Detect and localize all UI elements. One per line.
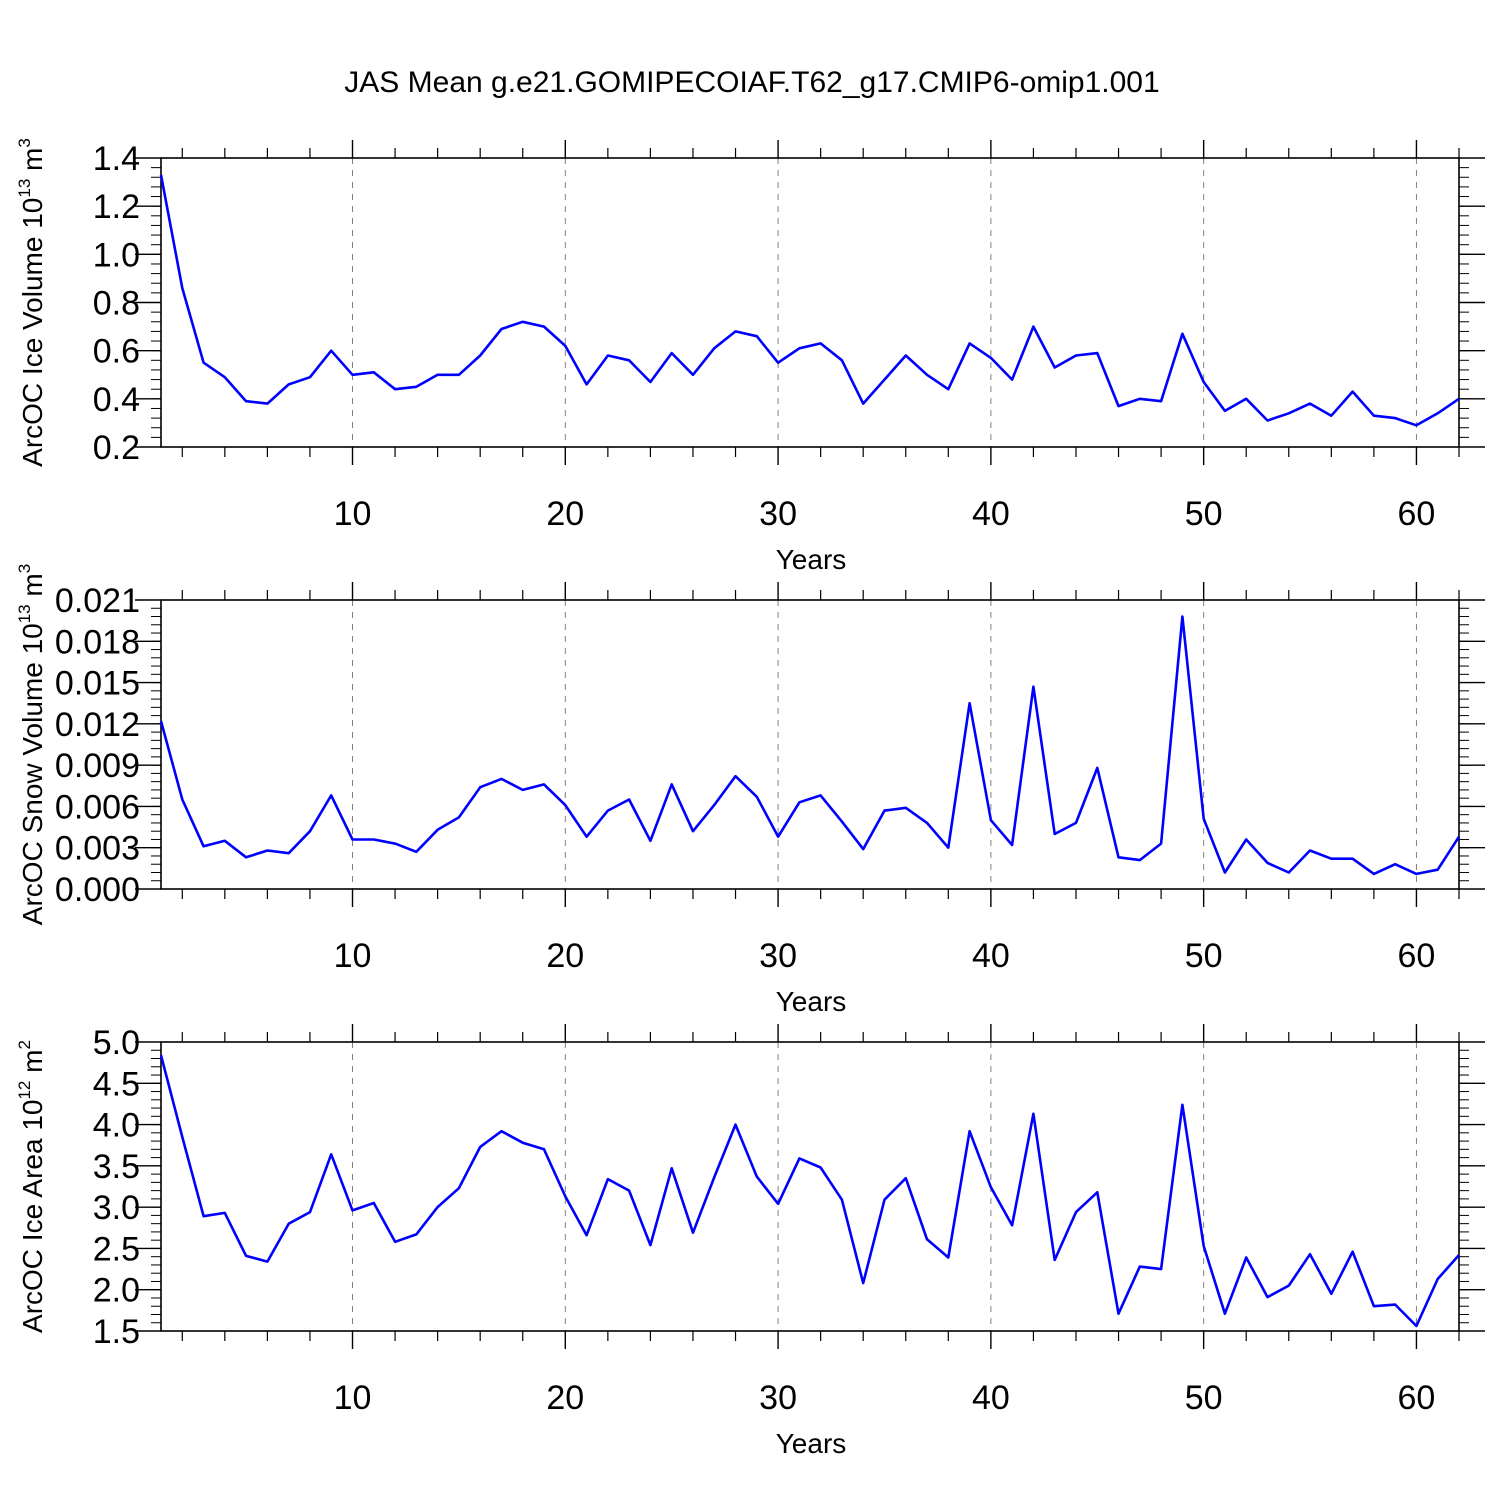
series-line xyxy=(159,1054,1460,1328)
plot-frame xyxy=(160,599,1460,890)
x-tick-label: 60 xyxy=(1398,495,1436,533)
y-tick-label: 1.0 xyxy=(93,236,140,274)
y-tick-label: 0.015 xyxy=(55,665,140,703)
y-tick-label: 0.021 xyxy=(55,582,140,620)
y-axis-label: ArcOC Snow Volume 1013 m3 xyxy=(15,564,48,925)
y-tick-label: 2.5 xyxy=(93,1230,140,1268)
y-tick-label: 1.2 xyxy=(93,188,140,226)
plot-frame xyxy=(160,157,1460,448)
x-tick-label: 50 xyxy=(1185,495,1223,533)
x-tick-label: 20 xyxy=(546,937,584,975)
y-tick-label: 2.0 xyxy=(93,1272,140,1310)
y-tick-label: 0.018 xyxy=(55,623,140,661)
x-tick-label: 10 xyxy=(334,937,372,975)
x-tick-label: 50 xyxy=(1185,937,1223,975)
panel-2: 10 20 30 40 50 600.0000.0030.0060.0090.0120.0… xyxy=(15,564,1485,1017)
x-tick-label: 40 xyxy=(972,1379,1010,1417)
y-axis-label: ArcOC Ice Volume 1013 m3 xyxy=(15,138,48,467)
y-tick-label: 4.5 xyxy=(93,1065,140,1103)
y-tick-label: 4.0 xyxy=(93,1107,140,1145)
y-tick-label: 0.012 xyxy=(55,706,140,744)
series-line xyxy=(159,174,1460,427)
x-axis-label: Years xyxy=(776,1428,847,1459)
y-tick-label: 0.006 xyxy=(55,788,140,826)
x-tick-label: 60 xyxy=(1398,1379,1436,1417)
x-tick-label: 30 xyxy=(759,1379,797,1417)
series-line xyxy=(159,615,1461,876)
y-tick-label: 0.009 xyxy=(55,747,140,785)
panels: 10 20 30 40 50 60 0.2 0.4 0.6 0.8 1.0 1.2 1.4 Years Ar… xyxy=(15,138,1485,1459)
x-tick-label: 40 xyxy=(972,937,1010,975)
y-tick-label: 1.4 xyxy=(93,140,140,178)
x-tick-label: 30 xyxy=(759,495,797,533)
panel-3: 10 20 30 40 50 60 1.52.0 2.53.03.54.0 4.55.0 Year… xyxy=(15,1024,1485,1459)
x-axis-label: Years xyxy=(776,544,847,575)
y-tick-label: 5.0 xyxy=(93,1024,140,1062)
y-tick-label: 1.5 xyxy=(93,1313,140,1351)
y-tick-label: 0.003 xyxy=(55,830,140,868)
y-tick-label: 0.4 xyxy=(93,381,140,419)
figure-title: JAS Mean g.e21.GOMIPECOIAF.T62_g17.CMIP6… xyxy=(344,66,1159,99)
x-tick-label: 40 xyxy=(972,495,1010,533)
x-tick-label: 30 xyxy=(759,937,797,975)
x-tick-label: 10 xyxy=(334,495,372,533)
x-tick-label: 20 xyxy=(546,1379,584,1417)
x-tick-label: 60 xyxy=(1398,937,1436,975)
y-tick-label: 3.5 xyxy=(93,1148,140,1186)
y-tick-label: 0.6 xyxy=(93,333,140,371)
y-tick-label: 0.8 xyxy=(93,285,140,323)
panel-1: 10 20 30 40 50 60 0.2 0.4 0.6 0.8 1.0 1.2 1.4 Years Ar… xyxy=(15,138,1485,575)
x-tick-label: 10 xyxy=(334,1379,372,1417)
x-tick-label: 50 xyxy=(1185,1379,1223,1417)
y-tick-label: 0.000 xyxy=(55,871,140,909)
x-tick-label: 20 xyxy=(546,495,584,533)
y-tick-label: 0.2 xyxy=(93,429,140,467)
x-axis-label: Years xyxy=(776,986,847,1017)
y-axis-label: ArcOC Ice Area 1012 m2 xyxy=(15,1040,48,1333)
plot-frame xyxy=(160,1041,1460,1332)
y-tick-label: 3.0 xyxy=(93,1189,140,1227)
